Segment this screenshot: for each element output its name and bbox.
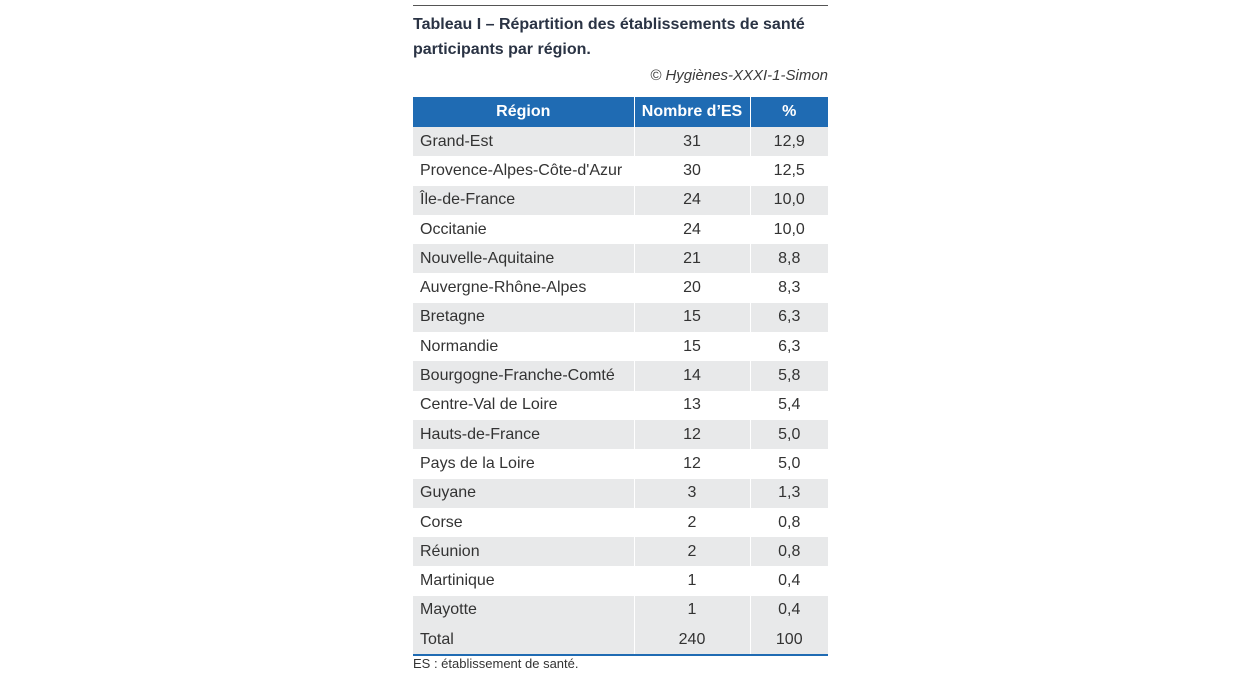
table-row: Normandie 15 6,3 xyxy=(413,332,828,362)
row-percent: 8,8 xyxy=(749,244,828,274)
top-rule xyxy=(413,5,828,6)
row-region: Réunion xyxy=(413,537,634,567)
header-row: Région Nombre d’ES % xyxy=(413,97,828,127)
row-count: 1 xyxy=(633,595,750,626)
row-percent: 10,0 xyxy=(749,185,828,215)
row-count: 12 xyxy=(633,419,750,450)
row-region: Hauts-de-France xyxy=(413,419,634,450)
total-row: Total 240 100 xyxy=(413,625,828,657)
row-percent: 12,5 xyxy=(749,156,828,186)
row-region: Corse xyxy=(413,507,634,538)
footnote: ES : établissement de santé. xyxy=(413,656,579,671)
row-region: Occitanie xyxy=(413,214,634,245)
table-row: Île-de-France 24 10,0 xyxy=(413,185,828,215)
total-percent: 100 xyxy=(749,625,828,657)
header-count: Nombre d’ES xyxy=(633,97,750,127)
table-row: Corse 2 0,8 xyxy=(413,507,828,538)
table-row: Provence-Alpes-Côte-d'Azur 30 12,5 xyxy=(413,156,828,186)
row-count: 15 xyxy=(633,302,750,333)
row-count: 2 xyxy=(633,537,750,567)
row-region: Bourgogne-Franche-Comté xyxy=(413,361,634,391)
table-row: Pays de la Loire 12 5,0 xyxy=(413,449,828,479)
row-count: 14 xyxy=(633,361,750,391)
row-percent: 5,4 xyxy=(749,390,828,420)
table-body: Grand-Est 31 12,9 Provence-Alpes-Côte-d'Azu… xyxy=(413,127,828,657)
credit-line: © Hygiènes-XXXI-1-Simon xyxy=(650,67,828,84)
row-region: Grand-Est xyxy=(413,127,634,157)
row-region: Bretagne xyxy=(413,302,634,333)
table-row: Grand-Est 31 12,9 xyxy=(413,127,828,157)
row-percent: 0,8 xyxy=(749,537,828,567)
row-count: 1 xyxy=(633,566,750,596)
row-region: Auvergne-Rhône-Alpes xyxy=(413,273,634,303)
total-count: 240 xyxy=(633,625,750,657)
table-row: Mayotte 1 0,4 xyxy=(413,595,828,626)
table-row: Hauts-de-France 12 5,0 xyxy=(413,419,828,450)
header-percent: % xyxy=(749,97,828,127)
row-count: 20 xyxy=(633,273,750,303)
row-region: Île-de-France xyxy=(413,185,634,215)
table-row: Réunion 2 0,8 xyxy=(413,537,828,567)
table-row: Guyane 3 1,3 xyxy=(413,478,828,508)
row-percent: 5,0 xyxy=(749,449,828,479)
row-percent: 6,3 xyxy=(749,302,828,333)
row-count: 30 xyxy=(633,156,750,186)
table-row: Centre-Val de Loire 13 5,4 xyxy=(413,390,828,420)
row-percent: 8,3 xyxy=(749,273,828,303)
row-percent: 0,4 xyxy=(749,595,828,626)
row-region: Mayotte xyxy=(413,595,634,626)
row-percent: 6,3 xyxy=(749,332,828,362)
row-percent: 1,3 xyxy=(749,478,828,508)
row-percent: 5,8 xyxy=(749,361,828,391)
table-row: Nouvelle-Aquitaine 21 8,8 xyxy=(413,244,828,274)
row-count: 24 xyxy=(633,185,750,215)
row-count: 24 xyxy=(633,214,750,245)
table-row: Bretagne 15 6,3 xyxy=(413,302,828,333)
row-region: Centre-Val de Loire xyxy=(413,390,634,420)
row-region: Nouvelle-Aquitaine xyxy=(413,244,634,274)
table-row: Martinique 1 0,4 xyxy=(413,566,828,596)
row-count: 13 xyxy=(633,390,750,420)
row-region: Provence-Alpes-Côte-d'Azur xyxy=(413,156,634,186)
row-region: Pays de la Loire xyxy=(413,449,634,479)
header-region: Région xyxy=(413,97,634,127)
row-count: 3 xyxy=(633,478,750,508)
table-row: Bourgogne-Franche-Comté 14 5,8 xyxy=(413,361,828,391)
row-region: Normandie xyxy=(413,332,634,362)
row-percent: 10,0 xyxy=(749,214,828,245)
row-count: 2 xyxy=(633,507,750,538)
total-label: Total xyxy=(413,625,634,657)
row-region: Martinique xyxy=(413,566,634,596)
row-count: 12 xyxy=(633,449,750,479)
row-percent: 12,9 xyxy=(749,127,828,157)
row-count: 15 xyxy=(633,332,750,362)
row-percent: 5,0 xyxy=(749,419,828,450)
data-table: Région Nombre d’ES % Grand-Est 31 12,9 Prov… xyxy=(413,97,828,657)
table-row: Occitanie 24 10,0 xyxy=(413,214,828,245)
row-count: 21 xyxy=(633,244,750,274)
table-caption: Tableau I – Répartition des établissemen… xyxy=(413,16,805,58)
row-percent: 0,8 xyxy=(749,507,828,538)
table-row: Auvergne-Rhône-Alpes 20 8,3 xyxy=(413,273,828,303)
row-count: 31 xyxy=(633,127,750,157)
row-region: Guyane xyxy=(413,478,634,508)
row-percent: 0,4 xyxy=(749,566,828,596)
